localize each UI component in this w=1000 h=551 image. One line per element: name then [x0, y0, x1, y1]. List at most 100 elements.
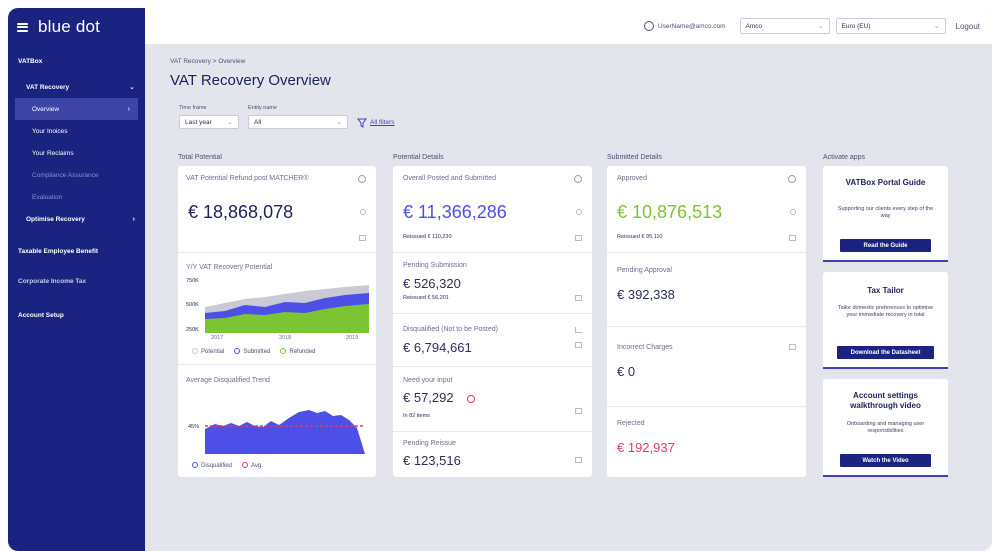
incorrect-charges-title: Incorrect Charges [617, 344, 673, 351]
clock-icon [467, 395, 475, 403]
legend-item-disqualified[interactable]: Disqualified [192, 462, 232, 469]
app-card-title: VATBox Portal Guide [845, 178, 926, 187]
trend-legend: Disqualified Avg. [192, 462, 263, 469]
sidebar-item-vatbox[interactable]: VATBox [8, 46, 145, 76]
info-icon[interactable] [574, 175, 582, 183]
disqualified-title: Disqualified (Not to be Posted) [403, 326, 498, 333]
table-icon[interactable] [575, 295, 582, 301]
pin-icon[interactable] [360, 209, 366, 215]
sidebar-item-compliance-assurance[interactable]: Compliance Assurance [8, 164, 145, 186]
table-icon[interactable] [789, 235, 796, 241]
disqualified-value: € 6,794,661 [403, 340, 472, 355]
submitted-details-card: Approved € 10,876,513 Reissued € 95,110 … [607, 166, 806, 477]
accent-line [823, 367, 948, 369]
sidebar-item-optimise-recovery[interactable]: Optimise Recovery › [8, 208, 145, 230]
table-icon[interactable] [359, 235, 366, 241]
legend-item-refunded[interactable]: Refunded [280, 348, 315, 355]
filter-icon[interactable] [357, 118, 367, 128]
pending-submission-reissued: Reissued € 56,201 [403, 295, 449, 301]
pin-icon[interactable] [790, 209, 796, 215]
sidebar-item-label: Your Reclaims [32, 149, 74, 157]
sidebar-item-vat-recovery[interactable]: VAT Recovery ⌄ [8, 76, 145, 98]
info-icon[interactable] [358, 175, 366, 183]
refunded-area [205, 304, 369, 333]
pin-icon[interactable] [576, 209, 582, 215]
x-tick-label: 2018 [279, 335, 292, 341]
sidebar-item-evaluation[interactable]: Evaluation [8, 186, 145, 208]
watch-video-button[interactable]: Watch the Video [840, 454, 931, 467]
top-bar: UserName@amco.com Amco ⌄ Euro (EU) ⌄ Logou… [145, 8, 992, 44]
pending-submission-title: Pending Submission [403, 262, 467, 269]
table-icon[interactable] [575, 342, 582, 348]
chevron-down-icon: ⌄ [129, 84, 135, 91]
rejected-title: Rejected [617, 420, 645, 427]
legend-dot [192, 348, 198, 354]
page-title: VAT Recovery Overview [170, 72, 331, 89]
sidebar-item-label: Optimise Recovery [26, 215, 85, 223]
x-tick-label: 2017 [211, 335, 224, 341]
time-frame-label: Time frame [179, 105, 207, 111]
chevron-down-icon: ⌄ [817, 23, 824, 30]
entity-name-value: All [254, 118, 262, 126]
table-icon[interactable] [575, 408, 582, 414]
need-input-items: In 82 items [403, 413, 430, 419]
legend-item-submitted[interactable]: Submitted [234, 348, 270, 355]
sidebar-item-your-reclaims[interactable]: Your Reclaims [8, 142, 145, 164]
user-menu[interactable]: UserName@amco.com [643, 21, 726, 31]
sidebar-item-your-invoices[interactable]: Your Inoices [8, 120, 145, 142]
approved-title: Approved [617, 175, 647, 182]
divider [393, 431, 592, 432]
need-input-value: € 57,292 [403, 390, 454, 405]
app-window: blue dot VATBox VAT Recovery ⌄ Overview › … [8, 8, 992, 551]
app-card-portal-guide: VATBox Portal Guide Supporting our clien… [823, 166, 948, 262]
logout-link[interactable]: Logout [955, 21, 980, 31]
breadcrumb[interactable]: VAT Recovery > Overview [170, 58, 246, 65]
sidebar-item-label: VATBox [18, 57, 43, 65]
currency-select-value: Euro (EU) [841, 22, 871, 30]
pending-reissue-value: € 123,516 [403, 453, 461, 468]
y-tick-label: 500K [186, 302, 199, 308]
download-datasheet-button[interactable]: Download the Datasheet [837, 346, 934, 359]
sidebar-item-corporate-income-tax[interactable]: Corporate Income Tax [8, 264, 145, 298]
sidebar-item-account-setup[interactable]: Account Setup [8, 298, 145, 332]
sidebar-item-taxable-employee-benefit[interactable]: Taxable Employee Benefit [8, 230, 145, 264]
legend-item-avg[interactable]: Avg. [242, 462, 263, 469]
divider [393, 366, 592, 367]
yy-legend: Potential Submitted Refunded [192, 348, 315, 355]
legend-item-potential[interactable]: Potential [192, 348, 224, 355]
sidebar-item-overview[interactable]: Overview › [15, 98, 138, 120]
approved-value: € 10,876,513 [617, 202, 723, 222]
company-select[interactable]: Amco ⌄ [739, 18, 830, 34]
bar-chart-icon[interactable] [575, 327, 582, 333]
sidebar-nav: VATBox VAT Recovery ⌄ Overview › Your Inoi… [8, 46, 145, 332]
total-potential-value: € 18,868,078 [188, 202, 294, 222]
section-label-submitted: Submitted Details [607, 154, 662, 161]
chevron-right-icon: › [132, 215, 135, 223]
divider [607, 252, 806, 253]
info-icon[interactable] [788, 175, 796, 183]
y-tick-label: 45% [188, 424, 200, 430]
yy-chart-title: Y/Y VAT Recovery Potential [186, 264, 273, 271]
sidebar: blue dot VATBox VAT Recovery ⌄ Overview › … [8, 8, 145, 551]
table-icon[interactable] [789, 344, 796, 350]
divider [178, 252, 376, 253]
legend-dot [234, 348, 241, 354]
pending-approval-title: Pending Approval [617, 267, 672, 274]
legend-label: Disqualified [201, 463, 233, 469]
sidebar-item-label: Compliance Assurance [32, 171, 99, 179]
chevron-down-icon: ⌄ [933, 23, 940, 30]
time-frame-select[interactable]: Last year ⌄ [179, 115, 239, 129]
table-icon[interactable] [575, 457, 582, 463]
read-guide-button[interactable]: Read the Guide [840, 239, 931, 252]
entity-name-select[interactable]: All ⌄ [248, 115, 348, 129]
all-filters-link[interactable]: All filters [370, 119, 395, 126]
entity-name-label: Entity name [248, 105, 278, 111]
table-icon[interactable] [575, 235, 582, 241]
currency-select[interactable]: Euro (EU) ⌄ [835, 18, 946, 34]
hamburger-menu-icon[interactable] [17, 22, 28, 32]
y-tick-label: 250K [186, 327, 199, 333]
divider [607, 326, 806, 327]
sidebar-item-label: VAT Recovery [26, 83, 70, 91]
pending-reissue-title: Pending Reissue [403, 440, 456, 447]
app-card-title: Account settings walkthrough video [850, 391, 921, 410]
